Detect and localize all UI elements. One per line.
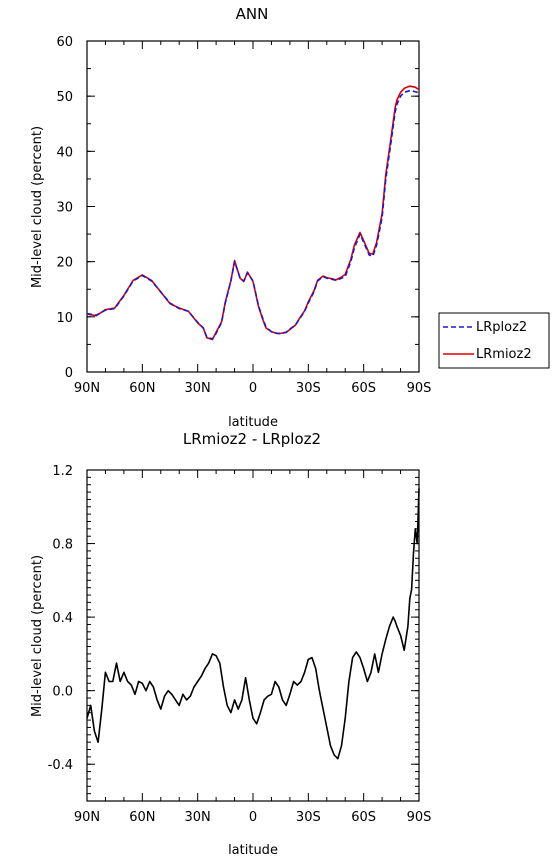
x-tick-label: 60N: [129, 810, 155, 825]
x-tick-label: 60S: [351, 810, 376, 825]
x-tick-label: 30S: [296, 381, 321, 396]
bottom-panel-x-tick-labels: 90N 60N 30N 0 30S 60S 90S: [74, 810, 432, 825]
bottom-panel: LRmioz2 - LRploz2 -0.4 0.0 0.4 0.8 1.2 90N 60…: [30, 430, 431, 858]
top-panel-series: [86, 85, 420, 341]
y-tick-label: 60: [56, 35, 73, 50]
bottom-panel-series: [86, 488, 420, 760]
y-tick-label: 20: [56, 256, 73, 271]
x-tick-label: 90N: [74, 810, 100, 825]
y-tick-label: 0.0: [52, 685, 73, 700]
x-tick-label: 90S: [407, 810, 432, 825]
x-tick-label: 60S: [351, 381, 376, 396]
y-tick-label: 40: [56, 145, 73, 160]
bottom-panel-y-label: Mid-level cloud (percent): [30, 555, 45, 717]
top-panel-x-label: latitude: [228, 415, 278, 430]
y-tick-label: 0: [65, 366, 73, 381]
series-line-lrmioz2: [86, 85, 420, 341]
bottom-panel-y-tick-labels: -0.4 0.0 0.4 0.8 1.2: [48, 464, 73, 773]
y-tick-label: -0.4: [48, 758, 73, 773]
x-tick-label: 30N: [185, 381, 211, 396]
bottom-panel-title: LRmioz2 - LRploz2: [183, 430, 321, 448]
top-panel-x-tick-labels: 90N 60N 30N 0 30S 60S 90S: [74, 381, 432, 396]
top-panel-title: ANN: [236, 5, 269, 23]
x-tick-label: 90S: [407, 381, 432, 396]
top-panel-y-label: Mid-level cloud (percent): [30, 126, 45, 288]
y-tick-label: 30: [56, 201, 73, 216]
top-panel: ANN 0 10 20 30 40 50 60 90N 60N 30N 0 30S 60S 90S la…: [30, 5, 550, 430]
bottom-panel-frame: [86, 469, 420, 802]
bottom-panel-x-label: latitude: [228, 843, 278, 858]
legend: LRploz2 LRmioz2: [438, 312, 550, 369]
legend-label-lrmioz2: LRmioz2: [476, 347, 532, 362]
x-tick-label: 0: [249, 810, 257, 825]
x-tick-label: 60N: [129, 381, 155, 396]
y-tick-label: 1.2: [52, 464, 73, 479]
legend-label-lrploz2: LRploz2: [476, 320, 527, 335]
series-line-lrploz2: [86, 89, 420, 340]
top-panel-ticks: [86, 40, 420, 373]
y-tick-label: 50: [56, 90, 73, 105]
x-tick-label: 0: [249, 381, 257, 396]
bottom-panel-ticks: [86, 469, 420, 802]
y-tick-label: 0.8: [52, 538, 73, 553]
y-tick-label: 0.4: [52, 611, 73, 626]
legend-box: [438, 312, 550, 369]
top-panel-y-tick-labels: 0 10 20 30 40 50 60: [56, 35, 73, 381]
y-tick-label: 10: [56, 311, 73, 326]
x-tick-label: 30N: [185, 810, 211, 825]
x-tick-label: 30S: [296, 810, 321, 825]
top-panel-frame: [86, 40, 420, 373]
x-tick-label: 90N: [74, 381, 100, 396]
series-line-difference: [86, 488, 420, 760]
